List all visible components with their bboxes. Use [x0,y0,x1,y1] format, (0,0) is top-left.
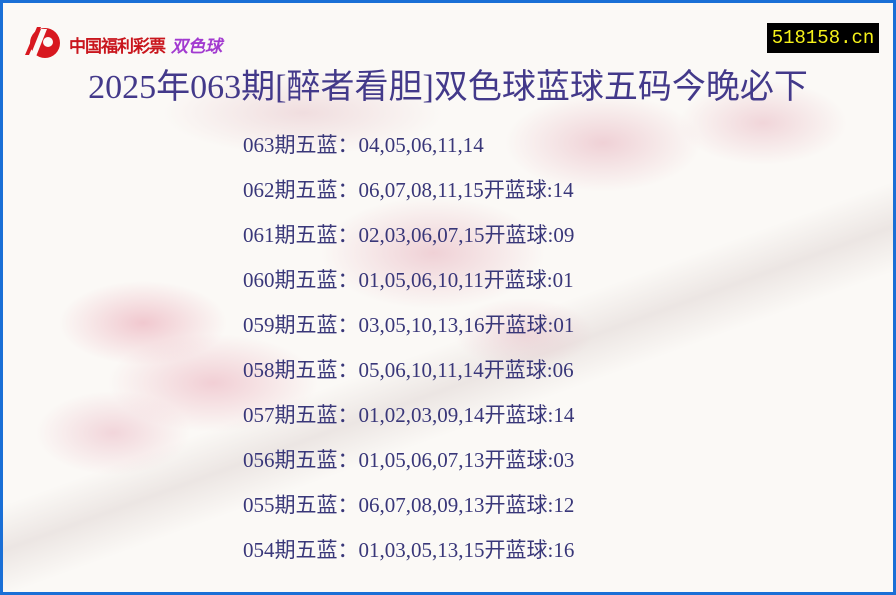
row-label: 057期五蓝： [243,403,359,427]
row-label: 059期五蓝： [243,313,359,337]
list-item: 056期五蓝：01,05,06,07,13开蓝球:03 [243,446,574,491]
row-label: 054期五蓝： [243,538,359,562]
site-badge[interactable]: 518158.cn [767,23,879,53]
row-label: 061期五蓝： [243,223,359,247]
row-label: 058期五蓝： [243,358,359,382]
logo-text: 中国福利彩票 [69,36,166,57]
row-label: 056期五蓝： [243,448,359,472]
row-result: 开蓝球:14 [484,403,575,427]
row-result: 开蓝球:03 [484,448,575,472]
row-numbers: 01,05,06,10,11 [358,268,484,292]
row-label: 063期五蓝： [243,133,359,157]
row-label: 055期五蓝： [243,493,359,517]
row-numbers: 05,06,10,11,14 [358,358,484,382]
list-item: 059期五蓝：03,05,10,13,16开蓝球:01 [243,311,574,356]
list-item: 062期五蓝：06,07,08,11,15开蓝球:14 [243,176,574,221]
page-title: 2025年063期[醉者看胆]双色球蓝球五码今晚必下 [88,69,808,106]
list-item: 063期五蓝：04,05,06,11,14 [243,131,574,176]
row-result: 开蓝球:06 [483,358,574,382]
row-numbers: 01,05,06,07,13 [358,448,485,472]
list-item: 057期五蓝：01,02,03,09,14开蓝球:14 [243,401,574,446]
row-result: 开蓝球:01 [484,313,575,337]
row-result: 开蓝球:12 [484,493,575,517]
row-result: 开蓝球:01 [483,268,574,292]
list-item: 055期五蓝：06,07,08,09,13开蓝球:12 [243,491,574,536]
row-numbers: 02,03,06,07,15 [358,223,485,247]
row-numbers: 03,05,10,13,16 [358,313,485,337]
row-numbers: 04,05,06,11,14 [358,133,484,157]
list-item: 061期五蓝：02,03,06,07,15开蓝球:09 [243,221,574,266]
welfare-lottery-logo: 中国福利彩票 双色球 [23,25,222,63]
logo-subtext: 双色球 [171,36,222,57]
list-item: 060期五蓝：01,05,06,10,11开蓝球:01 [243,266,574,311]
row-label: 062期五蓝： [243,178,359,202]
row-result: 开蓝球:14 [483,178,574,202]
row-numbers: 01,03,05,13,15 [358,538,485,562]
row-label: 060期五蓝： [243,268,359,292]
row-numbers: 06,07,08,11,15 [358,178,484,202]
list-item: 054期五蓝：01,03,05,13,15开蓝球:16 [243,536,574,581]
prediction-list: 063期五蓝：04,05,06,11,14 062期五蓝：06,07,08,11… [243,131,574,581]
row-result: 开蓝球:16 [484,538,575,562]
row-numbers: 06,07,08,09,13 [358,493,485,517]
row-result: 开蓝球:09 [484,223,575,247]
row-numbers: 01,02,03,09,14 [358,403,485,427]
list-item: 058期五蓝：05,06,10,11,14开蓝球:06 [243,356,574,401]
logo-mark-icon [23,25,63,63]
